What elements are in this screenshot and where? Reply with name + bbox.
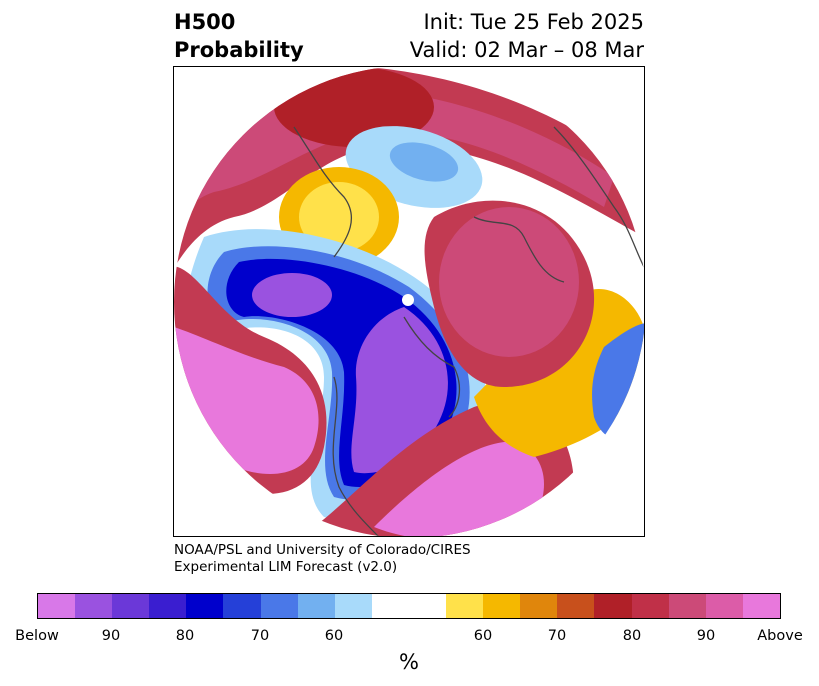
below-core bbox=[351, 307, 448, 474]
above-siberia-core bbox=[439, 207, 579, 357]
colorbar-segment bbox=[260, 594, 298, 618]
colorbar-segment bbox=[112, 594, 150, 618]
coastlines bbox=[293, 126, 644, 536]
colorbar-tick-above: Above bbox=[757, 628, 803, 644]
valid-date: Valid: 02 Mar – 08 Mar bbox=[409, 38, 644, 62]
colorbar-segment bbox=[149, 594, 187, 618]
colorbar-segment bbox=[742, 594, 780, 618]
below-eurasia-core bbox=[389, 142, 459, 182]
colorbar-unit-label: % bbox=[399, 650, 419, 674]
colorbar-tick-above-60: 60 bbox=[473, 628, 493, 644]
colorbar-tick-below: Below bbox=[15, 628, 59, 644]
colorbar-segment bbox=[38, 594, 76, 618]
colorbar-segment bbox=[705, 594, 743, 618]
credit-text: NOAA/PSL and University of Colorado/CIRE… bbox=[174, 542, 471, 576]
colorbar-segment bbox=[334, 594, 372, 618]
colorbar-segment bbox=[557, 594, 595, 618]
credit-line-2: Experimental LIM Forecast (v2.0) bbox=[174, 559, 398, 575]
title-line-1: H500 bbox=[174, 10, 236, 34]
colorbar-segment bbox=[483, 594, 521, 618]
colorbar-tick-above-70: 70 bbox=[547, 628, 567, 644]
colorbar-segment bbox=[223, 594, 261, 618]
above-atlantic-inner bbox=[374, 442, 544, 536]
colorbar-tick-below-80: 80 bbox=[175, 628, 195, 644]
colorbar-segment bbox=[371, 594, 409, 618]
colorbar-segment bbox=[594, 594, 632, 618]
colorbar-segment bbox=[446, 594, 484, 618]
map-panel bbox=[173, 66, 645, 537]
probability-map bbox=[174, 67, 644, 536]
colorbar-segment bbox=[408, 594, 447, 618]
colorbar-segment bbox=[668, 594, 706, 618]
colorbar-tick-below-70: 70 bbox=[250, 628, 270, 644]
below-core-west bbox=[252, 273, 332, 317]
map-title: H500 Probability bbox=[174, 8, 304, 64]
pole-marker bbox=[402, 294, 414, 306]
colorbar bbox=[37, 593, 781, 619]
colorbar-tick-below-90: 90 bbox=[101, 628, 121, 644]
title-line-2: Probability bbox=[174, 38, 304, 62]
colorbar-segment bbox=[297, 594, 335, 618]
forecast-dates: Init: Tue 25 Feb 2025 Valid: 02 Mar – 08… bbox=[410, 8, 644, 64]
colorbar-segment bbox=[75, 594, 113, 618]
credit-line-1: NOAA/PSL and University of Colorado/CIRE… bbox=[174, 542, 471, 558]
colorbar-tick-below-60: 60 bbox=[324, 628, 344, 644]
colorbar-segment bbox=[186, 594, 224, 618]
yellow-europe-inner bbox=[299, 182, 379, 252]
colorbar-tick-above-80: 80 bbox=[622, 628, 642, 644]
colorbar-segment bbox=[520, 594, 558, 618]
colorbar-tick-above-90: 90 bbox=[696, 628, 716, 644]
colorbar-segment bbox=[631, 594, 669, 618]
init-date: Init: Tue 25 Feb 2025 bbox=[423, 10, 644, 34]
